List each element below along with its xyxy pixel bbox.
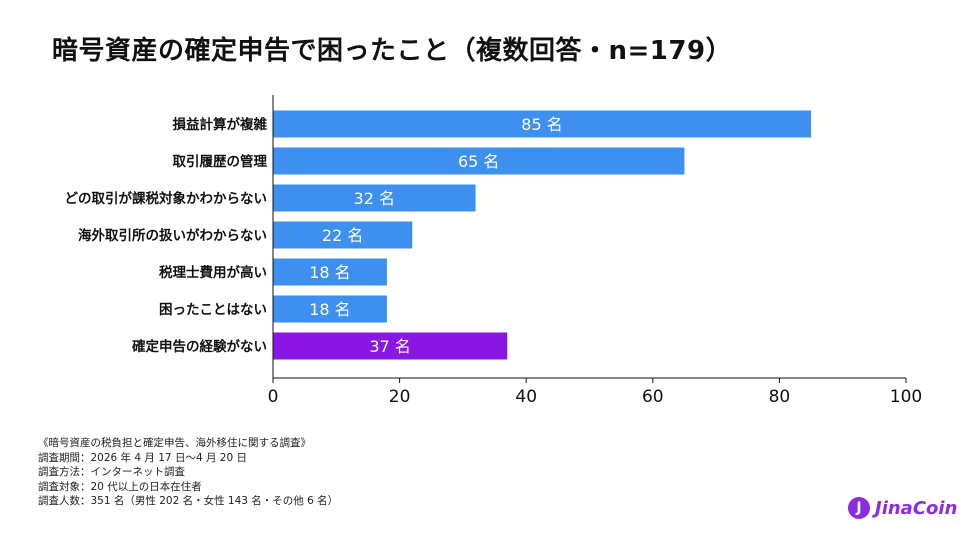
logo-mark-icon: J [848, 497, 870, 519]
bar-value-label: 37 名 [369, 337, 410, 356]
x-tick-label: 40 [515, 387, 537, 407]
bar [273, 110, 812, 138]
bars-layer: 85 名 65 名 32 名 22 名 18 名 18 名 37 名 [273, 110, 812, 360]
bar [273, 184, 476, 212]
bar [273, 147, 685, 175]
x-tick-label: 80 [769, 387, 791, 407]
category-label: どの取引が課税対象かわからない [65, 190, 268, 207]
category-label: 税理士費用が高い [159, 264, 267, 281]
category-label: 損益計算が複雑 [173, 116, 268, 133]
bar-value-label: 32 名 [354, 189, 395, 208]
x-tick-label: 20 [389, 387, 411, 407]
footnote-line: 調査期間：2026 年 4 月 17 日～4 月 20 日 [38, 451, 248, 464]
bar [273, 221, 413, 249]
footnote-line: 調査方法：インターネット調査 [38, 466, 185, 478]
category-label: 海外取引所の扱いがわからない [78, 227, 267, 244]
category-label: 困ったことはない [159, 302, 267, 318]
bar [273, 295, 387, 323]
footnote-line: 調査対象：20 代以上の日本在住者 [38, 480, 202, 493]
category-label: 取引履歴の管理 [173, 153, 268, 170]
category-label: 確定申告の経験がない [132, 338, 267, 355]
x-tick-label: 60 [642, 387, 664, 407]
bar-value-label: 22 名 [322, 226, 363, 245]
bar-value-label: 18 名 [309, 300, 350, 319]
logo-text: JinaCoin [875, 497, 958, 519]
bar [273, 332, 508, 360]
footnote-line: 《暗号資産の税負担と確定申告、海外移住に関する調査》 [38, 437, 311, 449]
survey-footnote: 《暗号資産の税負担と確定申告、海外移住に関する調査》 調査期間：2026 年 4… [38, 436, 338, 509]
category-labels-layer: 損益計算が複雑取引履歴の管理どの取引が課税対象かわからない海外取引所の扱いがわか… [65, 116, 268, 355]
chart-title: 暗号資産の確定申告で困ったこと（複数回答・n=179） [52, 36, 733, 66]
x-tick-label: 0 [268, 387, 279, 407]
axis-layer: 0 20 40 60 80 100 [268, 95, 922, 407]
bar-value-label: 18 名 [309, 263, 350, 282]
bar-value-label: 85 名 [521, 115, 562, 134]
bar-value-label: 65 名 [458, 152, 499, 171]
brand-logo: J JinaCoin [848, 497, 957, 519]
bar [273, 258, 387, 286]
x-tick-label: 100 [890, 387, 922, 407]
bar-chart: 85 名 65 名 32 名 22 名 18 名 18 名 37 名 損益計算が複雑取引履歴… [65, 95, 922, 407]
footnote-line: 調査人数：351 名（男性 202 名・女性 143 名・その他 6 名） [38, 495, 339, 507]
